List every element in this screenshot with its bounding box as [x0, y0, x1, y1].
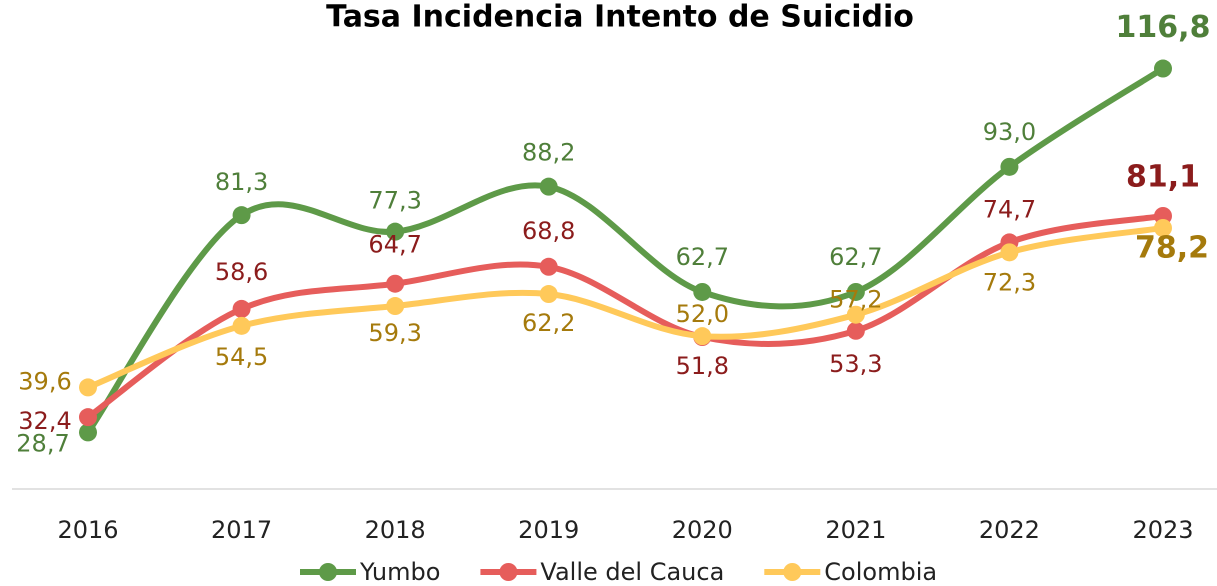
point	[386, 222, 405, 241]
data-label: 72,3	[983, 268, 1036, 296]
data-label: 59,3	[368, 319, 421, 347]
data-label: 62,2	[522, 309, 575, 337]
legend-label: Yumbo	[359, 558, 440, 586]
x-tick-label: 2017	[211, 516, 272, 544]
x-tick-label: 2021	[825, 516, 886, 544]
point	[386, 297, 405, 316]
x-tick-label: 2019	[518, 516, 579, 544]
legend-marker	[499, 563, 518, 581]
legend-marker	[783, 563, 802, 581]
chart-title: Tasa Incidencia Intento de Suicidio	[326, 0, 914, 35]
data-label: 53,3	[829, 350, 882, 378]
data-label: 54,5	[215, 343, 268, 371]
x-tick-label: 2023	[1132, 516, 1193, 544]
data-label: 68,8	[522, 217, 575, 245]
data-label: 64,7	[368, 231, 421, 259]
point	[386, 274, 405, 293]
point	[539, 257, 558, 276]
point	[693, 327, 712, 346]
data-label: 58,6	[215, 258, 268, 286]
data-label: 116,8	[1116, 10, 1211, 45]
data-label: 77,3	[368, 187, 421, 215]
x-tick-label: 2018	[365, 516, 426, 544]
data-label: 28,7	[16, 429, 69, 457]
data-label: 32,4	[18, 407, 71, 435]
data-label: 51,8	[676, 352, 729, 380]
point	[846, 305, 865, 324]
point	[232, 299, 251, 318]
point	[846, 282, 865, 301]
x-tick-label: 2022	[979, 516, 1040, 544]
data-label: 93,0	[983, 118, 1036, 146]
point	[846, 321, 865, 340]
series-line	[85, 212, 1166, 421]
point	[79, 378, 97, 397]
point	[1154, 218, 1172, 237]
x-tick-label: 2020	[672, 516, 733, 544]
x-tick-label: 2016	[57, 516, 118, 544]
point	[79, 408, 97, 427]
data-label: 62,7	[829, 243, 882, 271]
point	[79, 423, 97, 442]
data-label: 39,6	[18, 367, 71, 395]
point	[1000, 243, 1019, 262]
legend-marker	[319, 563, 337, 581]
point	[232, 316, 251, 335]
data-label: 81,1	[1126, 159, 1200, 194]
data-label: 88,2	[522, 139, 575, 167]
data-label: 52,0	[676, 300, 729, 328]
point	[693, 282, 712, 301]
data-label: 78,2	[1135, 230, 1209, 265]
data-label: 81,3	[215, 168, 268, 196]
legend-label: Colombia	[824, 558, 937, 586]
data-label: 74,7	[983, 195, 1036, 223]
data-label: 57,2	[829, 286, 882, 314]
point	[232, 206, 251, 225]
point	[1154, 59, 1172, 78]
point	[539, 285, 558, 304]
data-label: 62,7	[676, 243, 729, 271]
point	[1000, 157, 1019, 176]
series-line	[85, 224, 1166, 391]
point	[539, 177, 558, 196]
legend-label: Valle del Cauca	[540, 558, 724, 586]
